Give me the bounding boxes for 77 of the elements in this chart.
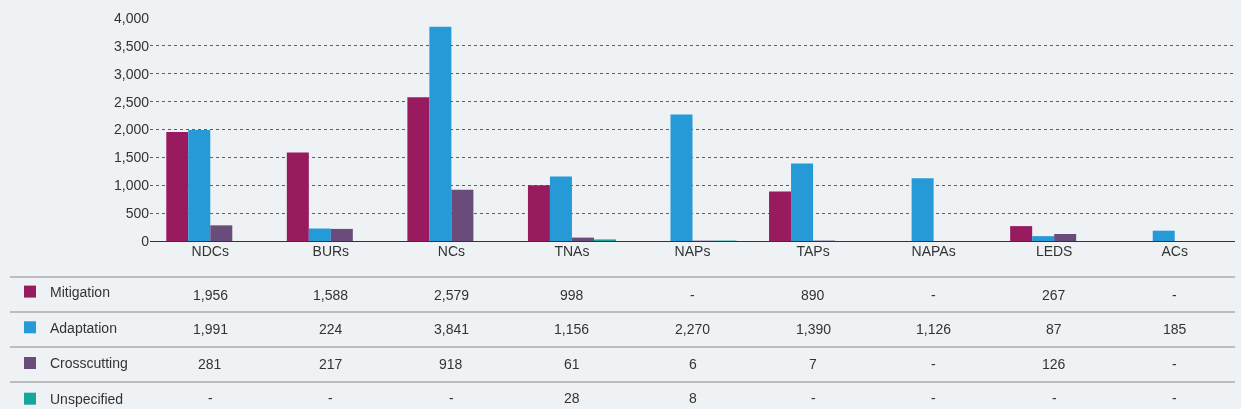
data-label: 126 bbox=[1042, 356, 1066, 372]
bar bbox=[911, 178, 934, 241]
x-tick-label: NCs bbox=[437, 243, 466, 259]
x-tick-label: BURs bbox=[312, 243, 350, 259]
data-label: 28 bbox=[564, 390, 580, 406]
y-tick-label: 2,000 bbox=[113, 121, 150, 138]
text: - bbox=[1172, 390, 1177, 406]
text: - bbox=[1172, 287, 1177, 303]
bar bbox=[549, 176, 572, 241]
text: - bbox=[208, 390, 213, 406]
x-tick-label: TAPs bbox=[796, 243, 830, 259]
x-tick-label: NAPAs bbox=[911, 243, 956, 259]
data-label: 6 bbox=[689, 356, 697, 372]
bar bbox=[791, 163, 814, 241]
text: - bbox=[1172, 356, 1177, 372]
text: - bbox=[328, 390, 333, 406]
bar bbox=[330, 228, 353, 241]
bar bbox=[1152, 230, 1175, 241]
y-tick-label: 500 bbox=[125, 205, 150, 222]
legend-label: Unspecified bbox=[50, 391, 124, 408]
bar bbox=[210, 225, 233, 241]
bar bbox=[1010, 226, 1033, 241]
bar bbox=[286, 152, 309, 241]
data-label: 2,579 bbox=[434, 287, 470, 303]
y-tick-label: 4,000 bbox=[113, 9, 150, 26]
legend-label: Mitigation bbox=[50, 284, 110, 301]
y-tick-label: 0 bbox=[141, 232, 150, 249]
legend-label: Adaptation bbox=[50, 319, 117, 336]
data-label: 7 bbox=[809, 356, 817, 372]
bar bbox=[1054, 233, 1077, 241]
data-label: 8 bbox=[689, 390, 697, 406]
bar bbox=[308, 228, 331, 241]
text: - bbox=[449, 390, 454, 406]
data-label: 890 bbox=[801, 287, 825, 303]
data-label: 185 bbox=[1163, 321, 1187, 337]
data-label: 1,126 bbox=[916, 321, 952, 337]
data-label: 267 bbox=[1042, 287, 1066, 303]
data-label: 87 bbox=[1046, 321, 1062, 337]
text: - bbox=[931, 390, 936, 406]
bar bbox=[1032, 236, 1055, 241]
bar bbox=[527, 185, 550, 241]
x-tick-label: TNAs bbox=[554, 243, 590, 259]
bar bbox=[188, 130, 211, 241]
data-label: 1,956 bbox=[193, 287, 229, 303]
x-tick-label: NAPs bbox=[674, 243, 711, 259]
data-label: 2,270 bbox=[675, 321, 711, 337]
data-label: 217 bbox=[319, 356, 343, 372]
data-label: 1,588 bbox=[313, 287, 349, 303]
data-label: 61 bbox=[564, 356, 580, 372]
bar bbox=[769, 191, 792, 241]
text: - bbox=[811, 390, 816, 406]
data-label: 224 bbox=[319, 321, 343, 337]
x-tick-label: NDCs bbox=[191, 243, 229, 259]
y-tick-label: 1,500 bbox=[113, 149, 150, 166]
legend-label: Crosscutting bbox=[50, 355, 128, 372]
data-label: 281 bbox=[198, 356, 222, 372]
data-label: 3,841 bbox=[434, 321, 470, 337]
bar bbox=[429, 26, 452, 241]
data-label: 998 bbox=[560, 287, 584, 303]
bar bbox=[407, 97, 430, 241]
y-tick-label: 3,000 bbox=[113, 65, 150, 82]
y-tick-label: 1,000 bbox=[113, 177, 150, 194]
data-label: 918 bbox=[439, 356, 463, 372]
data-label: 1,156 bbox=[554, 321, 590, 337]
y-tick-label: 3,500 bbox=[113, 37, 150, 54]
data-label: 1,390 bbox=[796, 321, 832, 337]
x-tick-label: ACs bbox=[1161, 243, 1188, 259]
y-tick-label: 2,500 bbox=[113, 93, 150, 110]
text: - bbox=[1052, 390, 1057, 406]
bar bbox=[166, 131, 189, 241]
text: - bbox=[690, 287, 695, 303]
text: - bbox=[931, 287, 936, 303]
data-label: 1,991 bbox=[193, 321, 229, 337]
bar bbox=[670, 114, 693, 241]
x-tick-label: LEDS bbox=[1035, 243, 1073, 259]
text: - bbox=[931, 356, 936, 372]
bar bbox=[451, 189, 474, 241]
